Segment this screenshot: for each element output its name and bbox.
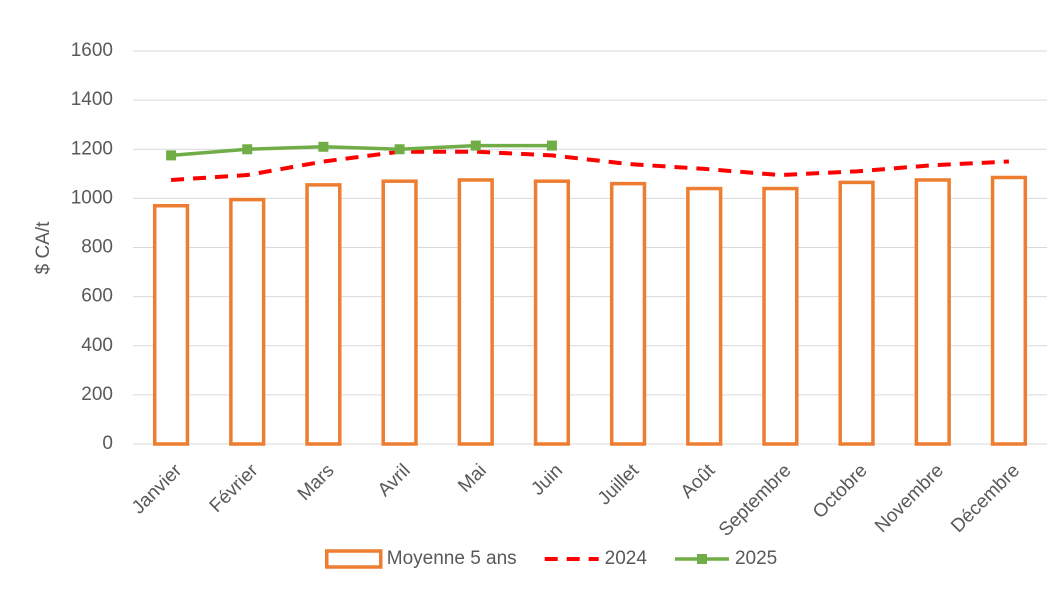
x-tick-label: Août — [677, 460, 720, 503]
y-tick-label: 0 — [102, 433, 113, 454]
bar — [152, 203, 190, 446]
y-tick-label: 200 — [81, 384, 113, 405]
y-tick-label: 1000 — [71, 187, 113, 208]
bar — [305, 183, 342, 446]
x-tick-label: Avril — [374, 460, 415, 501]
x-tick-label: Juin — [528, 460, 567, 499]
x-tick-label: Février — [206, 460, 263, 517]
legend-swatch — [325, 549, 383, 569]
bar — [457, 178, 494, 446]
legend-label: Moyenne 5 ans — [387, 548, 517, 569]
bar — [609, 181, 647, 446]
bar — [533, 179, 571, 446]
y-tick-label: 1200 — [71, 138, 113, 159]
bar — [838, 180, 875, 446]
x-tick-label: Novembre — [871, 460, 948, 537]
x-tick-label: Décembre — [947, 460, 1024, 537]
marker — [166, 150, 177, 161]
marker — [318, 141, 329, 152]
y-tick-label: 1600 — [71, 40, 113, 61]
legend-marker — [696, 554, 707, 564]
marker — [394, 144, 405, 155]
bar — [229, 197, 266, 446]
y-axis-label: $ CA/t — [33, 221, 54, 275]
x-tick-label: Octobre — [809, 460, 872, 523]
y-tick-label: 600 — [81, 286, 113, 307]
bar — [381, 179, 418, 446]
x-tick-label: Septembre — [715, 460, 796, 541]
x-tick-label: Mars — [294, 460, 339, 505]
x-tick-label: Mai — [454, 460, 491, 497]
line — [170, 149, 1010, 182]
legend-label: 2024 — [605, 548, 648, 569]
bar — [762, 186, 799, 446]
bar — [990, 175, 1028, 446]
marker — [546, 140, 557, 151]
x-tick-label: Janvier — [128, 460, 187, 519]
marker — [470, 140, 481, 151]
bar — [686, 186, 723, 446]
bar — [914, 178, 951, 446]
line — [170, 143, 552, 158]
legend-label: 2025 — [735, 548, 777, 569]
y-tick-label: 1400 — [71, 89, 113, 110]
x-tick-label: Juillet — [594, 460, 644, 510]
marker — [242, 144, 253, 155]
y-tick-label: 400 — [81, 335, 113, 356]
y-tick-label: 800 — [81, 237, 113, 258]
